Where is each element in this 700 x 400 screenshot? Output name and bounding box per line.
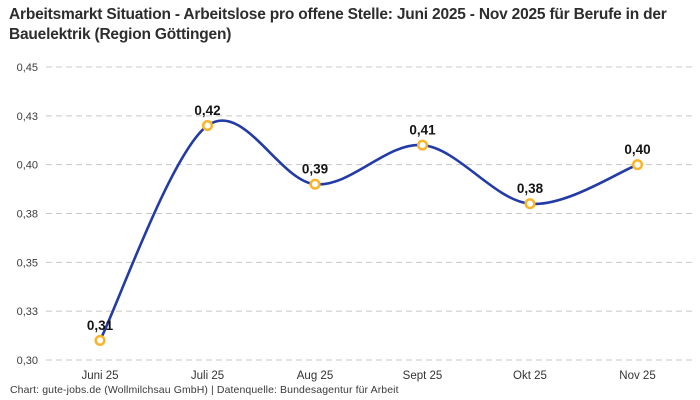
data-point-label: 0,39 bbox=[302, 162, 328, 177]
x-axis-tick-label: Sept 25 bbox=[403, 370, 443, 382]
x-axis-tick-label: Juli 25 bbox=[191, 370, 224, 382]
x-axis-tick-label: Okt 25 bbox=[513, 370, 547, 382]
y-axis-tick-label: 0,45 bbox=[17, 62, 38, 74]
y-axis-tick-label: 0,33 bbox=[17, 306, 38, 318]
data-point-label: 0,38 bbox=[517, 181, 544, 196]
data-point-label: 0,42 bbox=[194, 103, 220, 118]
data-point-marker bbox=[309, 178, 321, 190]
data-point-marker bbox=[94, 334, 106, 347]
data-point-label: 0,31 bbox=[87, 318, 114, 333]
data-point-marker bbox=[524, 198, 536, 210]
y-axis-tick-label: 0,43 bbox=[17, 111, 38, 123]
x-axis-tick-label: Juni 25 bbox=[81, 370, 118, 382]
data-point-marker bbox=[201, 120, 214, 132]
page-title: Arbeitsmarkt Situation - Arbeitslose pro… bbox=[9, 6, 667, 44]
y-axis-tick-label: 0,40 bbox=[17, 160, 38, 172]
data-point-marker bbox=[416, 139, 429, 151]
data-point-label: 0,41 bbox=[409, 123, 436, 138]
x-axis-tick-label: Aug 25 bbox=[297, 370, 333, 382]
y-axis-tick-label: 0,38 bbox=[17, 209, 38, 221]
data-point-label: 0,40 bbox=[624, 142, 650, 157]
y-axis-tick-label: 0,30 bbox=[17, 355, 38, 367]
series-line bbox=[98, 119, 639, 342]
chart-credit: Chart: gute-jobs.de (Wollmilchsau GmbH) … bbox=[10, 384, 399, 396]
y-axis-tick-label: 0,35 bbox=[17, 257, 38, 269]
data-point-marker bbox=[631, 159, 644, 171]
x-axis-tick-label: Nov 25 bbox=[619, 370, 655, 382]
